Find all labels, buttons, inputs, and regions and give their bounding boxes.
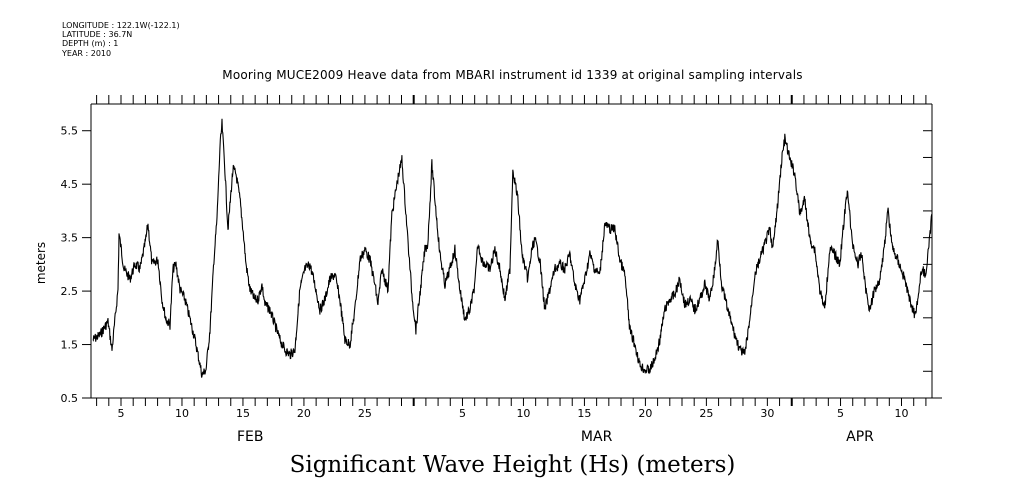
y-tick-label: 3.5 (61, 232, 79, 245)
x-tick-label: 20 (638, 407, 652, 420)
month-label: MAR (581, 429, 613, 445)
y-tick-label: 1.5 (61, 339, 79, 352)
x-tick-label: 30 (760, 407, 774, 420)
month-label: FEB (237, 429, 264, 445)
x-tick-label: 10 (516, 407, 530, 420)
x-tick-label: 25 (358, 407, 372, 420)
year-text: YEAR : 2010 (62, 48, 112, 58)
month-label: APR (846, 429, 874, 445)
x-tick-label: 25 (699, 407, 713, 420)
series-line-hs (92, 118, 933, 378)
x-tick-label: 5 (118, 407, 125, 420)
variable-title: Significant Wave Height (Hs) (meters) (289, 452, 736, 478)
y-tick-label: 4.5 (61, 178, 79, 191)
location-metadata: LONGITUDE : 122.1W(-122.1) LATITUDE : 36… (62, 21, 180, 58)
y-tick-label: 2.5 (61, 285, 79, 298)
y-tick-label: 5.5 (61, 125, 79, 138)
depth-text: DEPTH (m) : 1 (62, 39, 119, 49)
x-tick-label: 5 (459, 407, 466, 420)
y-tick-label: 0.5 (61, 392, 79, 405)
chart-title: Mooring MUCE2009 Heave data from MBARI i… (222, 68, 803, 82)
longitude-text: LONGITUDE : 122.1W(-122.1) (62, 21, 180, 30)
latitude-text: LATITUDE : 36.7N (62, 30, 133, 40)
x-tick-label: 10 (175, 407, 189, 420)
x-tick-label: 10 (895, 407, 909, 420)
x-tick-label: 15 (236, 407, 250, 420)
x-tick-label: 5 (837, 407, 844, 420)
x-tick-label: 20 (297, 407, 311, 420)
x-tick-label: 15 (577, 407, 591, 420)
